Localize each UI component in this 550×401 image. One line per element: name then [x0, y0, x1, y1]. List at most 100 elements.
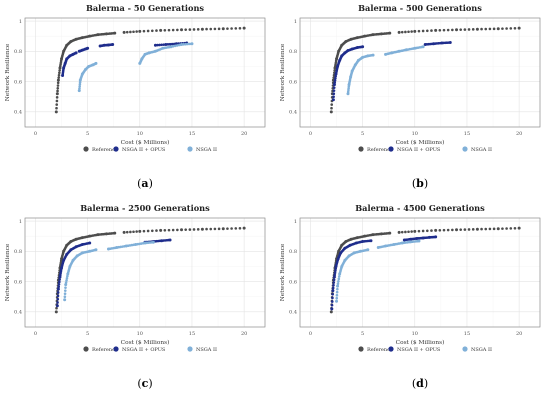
trace-point	[407, 230, 410, 234]
trace-point	[125, 230, 129, 234]
trace-point	[151, 29, 154, 33]
x-tick-label: 20	[241, 331, 247, 337]
trace-point	[176, 28, 179, 32]
x-tick-label: 5	[86, 331, 89, 337]
data-point	[332, 83, 336, 87]
chart-svg: 0 5 10 15 20 0.4 0.6 0.8 1 Balerma - 50 Generatio…	[5, 3, 266, 190]
legend-label: NSGA II + OPUS	[397, 147, 441, 153]
legend-label: Reference	[367, 347, 393, 353]
x-tick-label: 10	[412, 331, 418, 337]
data-point	[336, 284, 340, 288]
trace-point	[333, 271, 337, 275]
y-axis-label: Network Resilience	[5, 43, 11, 101]
data-point	[94, 61, 98, 65]
trace-point	[410, 30, 413, 33]
data-point	[332, 275, 336, 279]
data-point	[496, 227, 500, 231]
legend: Reference NSGA II + OPUS NSGA II	[358, 346, 492, 353]
trace-point	[135, 230, 138, 233]
trace-point	[172, 42, 176, 46]
legend-label: NSGA II	[471, 347, 492, 353]
x-tick-label: 20	[241, 131, 247, 137]
y-tick-label: 1	[19, 219, 22, 225]
chart-panel-c: 0 5 10 15 20 0.4 0.6 0.8 1 Balerma - 2500 Generat…	[0, 200, 275, 400]
trace-point	[509, 227, 513, 230]
data-point	[113, 231, 117, 235]
trace-point	[238, 26, 242, 30]
trace-point	[196, 28, 200, 31]
data-point	[138, 229, 142, 233]
trace-point	[331, 296, 334, 300]
series-nsga2_opus	[331, 41, 452, 102]
x-tick-label: 5	[361, 131, 364, 137]
trace-point	[331, 293, 334, 296]
data-point	[388, 31, 392, 35]
x-tick-label: 10	[412, 131, 418, 137]
trace-point	[156, 43, 159, 47]
trace-point	[184, 42, 187, 46]
trace-point	[404, 30, 407, 34]
legend-marker	[83, 146, 89, 152]
x-tick-label: 10	[137, 131, 143, 137]
trace-point	[56, 294, 60, 298]
chart-panel-a: 0 5 10 15 20 0.4 0.6 0.8 1 Balerma - 50 Generatio…	[0, 0, 275, 200]
y-axis-label: Network Resilience	[5, 243, 11, 301]
trace-point	[56, 301, 59, 304]
trace-point	[442, 228, 446, 232]
data-point	[190, 42, 194, 46]
data-point	[63, 298, 67, 302]
trace-point	[332, 278, 336, 282]
legend-marker	[187, 146, 193, 152]
panel-caption-letter: d	[416, 377, 424, 390]
legend-label: NSGA II + OPUS	[122, 147, 166, 153]
data-point	[517, 226, 521, 230]
trace-point	[173, 44, 177, 48]
trace-point	[162, 43, 166, 46]
y-tick-label: 0.6	[14, 279, 22, 285]
data-point	[371, 53, 375, 57]
trace-point	[333, 273, 337, 277]
panel-caption-letter: a	[141, 177, 148, 190]
trace-point	[57, 76, 61, 79]
trace-point	[64, 286, 67, 289]
trace-point	[176, 228, 179, 232]
trace-point	[332, 283, 335, 287]
trace-point	[135, 30, 138, 33]
trace-point	[188, 42, 192, 46]
data-point	[151, 240, 155, 244]
trace-point	[192, 28, 196, 31]
trace-point	[146, 229, 150, 233]
panel-caption: (b)	[412, 177, 428, 190]
trace-point	[78, 83, 82, 86]
trace-point	[467, 228, 471, 231]
trace-point	[58, 71, 61, 75]
trace-point	[509, 27, 513, 30]
legend: Reference NSGA II + OPUS NSGA II	[83, 146, 217, 153]
trace-point	[167, 28, 171, 32]
trace-point	[55, 96, 59, 99]
legend-marker	[113, 346, 119, 352]
trace-point	[335, 296, 339, 300]
trace-point	[78, 87, 81, 90]
data-point	[330, 307, 334, 311]
trace-point	[430, 229, 433, 232]
trace-point	[217, 27, 221, 31]
data-point	[366, 248, 370, 252]
trace-point	[471, 28, 475, 31]
trace-point	[336, 287, 339, 291]
legend-label: Reference	[367, 147, 393, 153]
trace-point	[501, 227, 504, 230]
trace-point	[332, 92, 336, 95]
legend-label: Reference	[92, 347, 118, 353]
data-point	[434, 28, 438, 32]
data-point	[74, 51, 78, 55]
trace-point	[459, 28, 462, 31]
y-tick-label: 1	[294, 19, 297, 25]
x-tick-label: 0	[309, 331, 312, 337]
trace-point	[334, 76, 337, 80]
gridlines	[300, 218, 540, 327]
trace-point	[184, 228, 187, 231]
trace-point	[331, 286, 335, 290]
panel-caption: (a)	[137, 177, 153, 190]
trace-point	[430, 29, 433, 32]
